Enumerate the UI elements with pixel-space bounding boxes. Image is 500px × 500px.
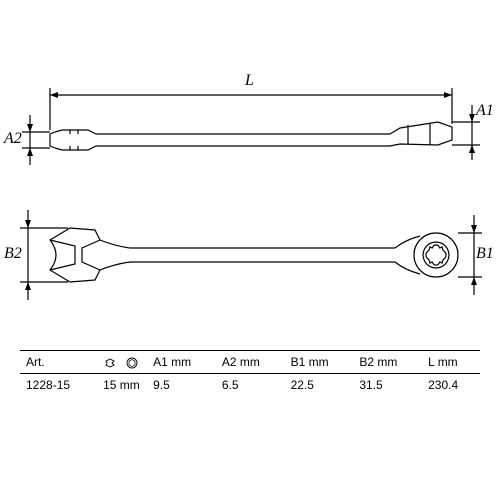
- wrench-svg: [0, 60, 500, 340]
- label-A1: A1: [476, 102, 494, 120]
- col-icons: [97, 351, 147, 374]
- cell-size: 15 mm: [97, 374, 147, 397]
- wrench-drawing: L A2 A1 B2 B1: [0, 60, 500, 340]
- label-B1: B1: [476, 245, 494, 263]
- table-header-row: Art. A1 mm A2 mm B1 mm B2 mm L mm: [20, 351, 480, 374]
- col-a2: A2 mm: [216, 351, 285, 374]
- label-A2: A2: [4, 130, 22, 148]
- open-end-icon: [105, 357, 119, 369]
- col-a1: A1 mm: [147, 351, 216, 374]
- cell-b1: 22.5: [285, 374, 354, 397]
- table-row: 1228-15 15 mm 9.5 6.5 22.5 31.5 230.4: [20, 374, 480, 397]
- ring-end-icon: [126, 357, 138, 369]
- cell-b2: 31.5: [353, 374, 422, 397]
- label-L: L: [245, 72, 254, 90]
- col-b1: B1 mm: [285, 351, 354, 374]
- cell-art: 1228-15: [20, 374, 97, 397]
- spec-table: Art. A1 mm A2 mm B1 mm B2 mm L mm 1228-1…: [20, 350, 480, 396]
- col-b2: B2 mm: [353, 351, 422, 374]
- cell-a1: 9.5: [147, 374, 216, 397]
- label-B2: B2: [4, 245, 22, 263]
- col-l: L mm: [422, 351, 480, 374]
- cell-l: 230.4: [422, 374, 480, 397]
- cell-a2: 6.5: [216, 374, 285, 397]
- col-art: Art.: [20, 351, 97, 374]
